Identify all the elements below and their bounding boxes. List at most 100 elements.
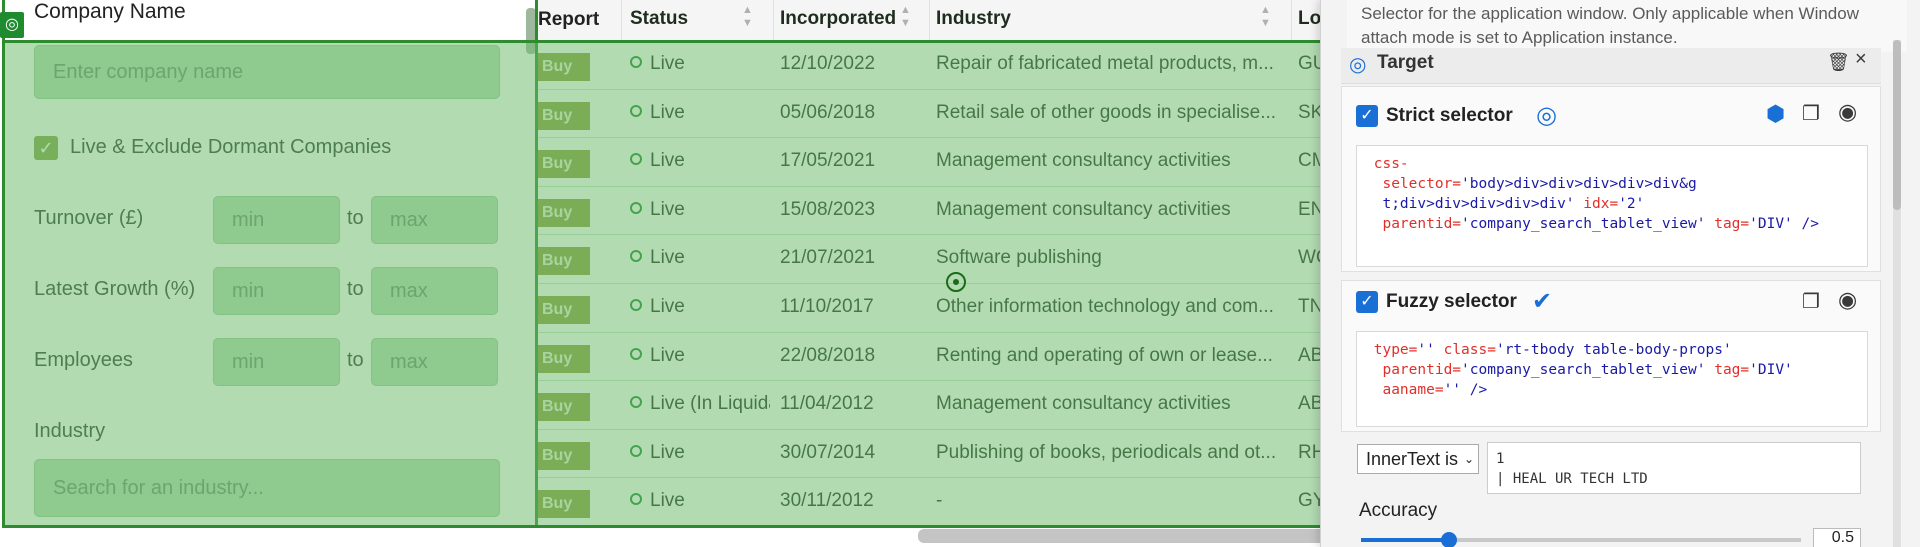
filter-panel-scrollbar[interactable] bbox=[526, 8, 536, 54]
company-table: Report Status ▲ ▼ Incorporated ▲ ▼ Industr… bbox=[538, 0, 1328, 547]
status-text: Live bbox=[650, 344, 685, 366]
incorporated-cell: 11/10/2017 bbox=[780, 296, 874, 317]
header-report[interactable]: Report bbox=[538, 0, 622, 40]
chevron-down-icon: ⌄ bbox=[1464, 452, 1475, 466]
filter-panel: Company Name Enter company name ✓ Live &… bbox=[0, 0, 538, 547]
status-dot-icon bbox=[630, 444, 642, 457]
growth-max-input[interactable]: max bbox=[371, 267, 498, 315]
status-cell: Live (In Liquida bbox=[630, 393, 770, 415]
accuracy-slider-handle[interactable] bbox=[1441, 532, 1457, 547]
company-name-input[interactable]: Enter company name bbox=[34, 45, 500, 99]
fuzzy-selector-code[interactable]: type='' class='rt-tbody table-body-props… bbox=[1356, 331, 1868, 427]
highlight-eye-icon[interactable]: ◉ bbox=[1838, 287, 1858, 312]
industry-search-input[interactable]: Search for an industry... bbox=[34, 459, 500, 517]
employees-min-input[interactable]: min bbox=[213, 338, 340, 386]
accuracy-label: Accuracy bbox=[1359, 500, 1438, 521]
code-token: aaname= bbox=[1382, 382, 1444, 398]
status-text: Live bbox=[650, 150, 685, 172]
buy-report-button[interactable]: Buy bbox=[538, 198, 590, 227]
copy-icon[interactable]: ❐ bbox=[1802, 103, 1820, 125]
fuzzy-selector-card: ✓ Fuzzy selector ✔ ❐ ◉ type='' class='rt… bbox=[1341, 280, 1881, 432]
delete-icon[interactable]: 🗑 bbox=[1827, 52, 1850, 72]
incorporated-cell: 17/05/2021 bbox=[780, 150, 876, 172]
selector-panel-scrollbar-track bbox=[1893, 40, 1901, 547]
buy-report-button[interactable]: Buy bbox=[538, 344, 590, 373]
buy-report-button[interactable]: Buy bbox=[538, 150, 590, 179]
header-incorporated-label: Incorporated bbox=[780, 8, 897, 29]
fuzzy-selector-checkbox[interactable]: ✓ bbox=[1356, 291, 1378, 313]
buy-report-button[interactable]: Buy bbox=[538, 490, 590, 519]
industry-cell: Repair of fabricated metal products, m..… bbox=[936, 53, 1274, 74]
status-dot-icon bbox=[630, 104, 642, 117]
table-horizontal-scrollbar[interactable] bbox=[918, 529, 1328, 543]
growth-label: Latest Growth (%) bbox=[34, 278, 196, 300]
close-icon[interactable]: × bbox=[1855, 48, 1867, 70]
header-industry[interactable] bbox=[930, 0, 1292, 40]
code-token: /> bbox=[1461, 382, 1488, 398]
selector-panel-scrollbar-thumb[interactable] bbox=[1893, 40, 1901, 210]
header-status[interactable] bbox=[622, 0, 774, 40]
innertext-dropdown-label: InnerText is bbox=[1366, 448, 1459, 469]
buy-report-button[interactable]: Buy bbox=[538, 53, 590, 81]
live-checkbox[interactable]: ✓ bbox=[34, 136, 58, 160]
header-industry-label: Industry bbox=[936, 8, 1011, 29]
status-text: Live bbox=[650, 247, 685, 269]
buy-report-button[interactable]: Buy bbox=[538, 441, 590, 470]
industry-cell: Management consultancy activities bbox=[936, 393, 1231, 415]
innertext-dropdown[interactable]: InnerText is ⌄ bbox=[1357, 444, 1479, 474]
turnover-max-input[interactable]: max bbox=[371, 196, 498, 244]
selector-builder-icon[interactable]: ⬢ bbox=[1766, 101, 1786, 126]
row-divider bbox=[538, 380, 1328, 382]
code-token: 'rt-tbody table-body-props' bbox=[1495, 342, 1732, 358]
buy-report-button[interactable]: Buy bbox=[538, 393, 590, 422]
industry-sort-icon[interactable]: ▲ ▼ bbox=[1260, 4, 1271, 29]
industry-cell: - bbox=[936, 490, 943, 512]
buy-report-button[interactable]: Buy bbox=[538, 101, 590, 130]
status-text: Live bbox=[650, 198, 685, 220]
incorporated-sort-icon[interactable]: ▲ ▼ bbox=[900, 4, 911, 29]
row-divider bbox=[538, 283, 1328, 284]
status-text: Live bbox=[650, 53, 685, 74]
company-name-label: Company Name bbox=[34, 0, 186, 23]
status-dot-icon bbox=[630, 153, 642, 166]
header-incorporated[interactable] bbox=[774, 0, 930, 40]
target-icon: ◎ bbox=[1349, 54, 1367, 76]
fuzzy-selector-title: Fuzzy selector bbox=[1386, 291, 1517, 312]
strict-selector-checkbox[interactable]: ✓ bbox=[1356, 105, 1378, 127]
industry-cell: Software publishing bbox=[936, 247, 1102, 269]
accuracy-slider[interactable] bbox=[1361, 532, 1801, 547]
status-cell: Live bbox=[630, 199, 770, 221]
strict-selector-code[interactable]: css- selector='body>div>div>div>div>div&… bbox=[1356, 145, 1868, 267]
strict-selector-card: ✓ Strict selector ◎ ⬢ ❐ ◉ css- selector=… bbox=[1341, 86, 1881, 272]
incorporated-cell: 15/08/2023 bbox=[780, 198, 876, 220]
code-token: 'body>div>div>div>div>div&g bbox=[1461, 176, 1697, 192]
status-dot-icon bbox=[630, 347, 642, 360]
copy-icon[interactable]: ❐ bbox=[1802, 291, 1820, 313]
header-location-label: Lo bbox=[1298, 8, 1322, 29]
status-cell: Live bbox=[630, 102, 770, 124]
innertext-value-field[interactable]: 1 | HEAL UR TECH LTD bbox=[1487, 442, 1861, 494]
incorporated-cell: 05/06/2018 bbox=[780, 101, 876, 123]
status-dot-icon bbox=[630, 55, 642, 68]
strict-target-icon[interactable]: ◎ bbox=[1536, 102, 1557, 129]
status-sort-icon[interactable]: ▲ ▼ bbox=[742, 4, 753, 29]
code-token: '' bbox=[1417, 342, 1435, 358]
code-token: idx= bbox=[1574, 196, 1619, 212]
highlight-eye-icon[interactable]: ◉ bbox=[1838, 99, 1858, 124]
buy-report-button[interactable]: Buy bbox=[538, 247, 590, 276]
employees-max-input[interactable]: max bbox=[371, 338, 498, 386]
incorporated-cell: 22/08/2018 bbox=[780, 344, 876, 366]
code-token: 'DIV' bbox=[1749, 362, 1793, 378]
incorporated-cell: 30/11/2012 bbox=[780, 490, 874, 512]
incorporated-cell: 11/04/2012 bbox=[780, 393, 874, 415]
code-token: class= bbox=[1434, 342, 1496, 358]
industry-cell: Retail sale of other goods in specialise… bbox=[936, 101, 1277, 123]
buy-report-button[interactable]: Buy bbox=[538, 296, 590, 324]
code-token: parentid= bbox=[1382, 216, 1462, 232]
turnover-min-input[interactable]: min bbox=[213, 196, 340, 244]
status-text: Live bbox=[650, 296, 685, 317]
code-token: '2' bbox=[1618, 196, 1645, 212]
accuracy-value-input[interactable]: 0.5 bbox=[1813, 528, 1861, 547]
strict-selector-title: Strict selector bbox=[1386, 105, 1513, 126]
growth-min-input[interactable]: min bbox=[213, 267, 340, 315]
